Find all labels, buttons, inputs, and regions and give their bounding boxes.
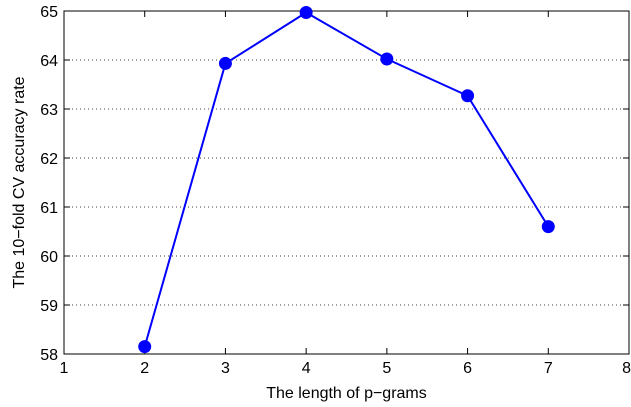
data-point (380, 52, 394, 66)
y-axis-label: The 10−fold CV accuracy rate (11, 76, 28, 288)
x-tick-label: 6 (463, 360, 472, 377)
y-tick-label: 60 (40, 249, 58, 266)
y-tick-labels: 58 59 60 61 62 63 64 65 (40, 4, 58, 364)
x-tick-label: 8 (622, 360, 631, 377)
grid-lines (64, 59, 629, 306)
y-tick-label: 63 (40, 102, 58, 119)
x-tick-label: 2 (140, 360, 149, 377)
y-tick-label: 64 (40, 53, 58, 70)
plot-frame (63, 10, 630, 355)
y-tick-label: 62 (40, 151, 58, 168)
axis-ticks (63, 10, 630, 355)
data-point (461, 89, 475, 103)
series-layer (138, 5, 555, 354)
x-tick-label: 4 (302, 360, 311, 377)
data-point (218, 56, 232, 70)
data-point (138, 340, 152, 354)
y-tick-label: 65 (40, 4, 58, 21)
x-tick-label: 3 (221, 360, 230, 377)
x-axis-label: The length of p−grams (266, 385, 427, 402)
data-point (299, 5, 313, 19)
x-tick-label: 1 (60, 360, 69, 377)
x-tick-label: 5 (382, 360, 391, 377)
y-tick-label: 61 (40, 200, 58, 217)
x-tick-labels: 1 2 3 4 5 6 7 8 (60, 360, 631, 377)
data-point (541, 220, 555, 234)
x-tick-label: 7 (544, 360, 553, 377)
y-tick-label: 58 (40, 347, 58, 364)
series-line (143, 11, 550, 347)
y-tick-label: 59 (40, 298, 58, 315)
